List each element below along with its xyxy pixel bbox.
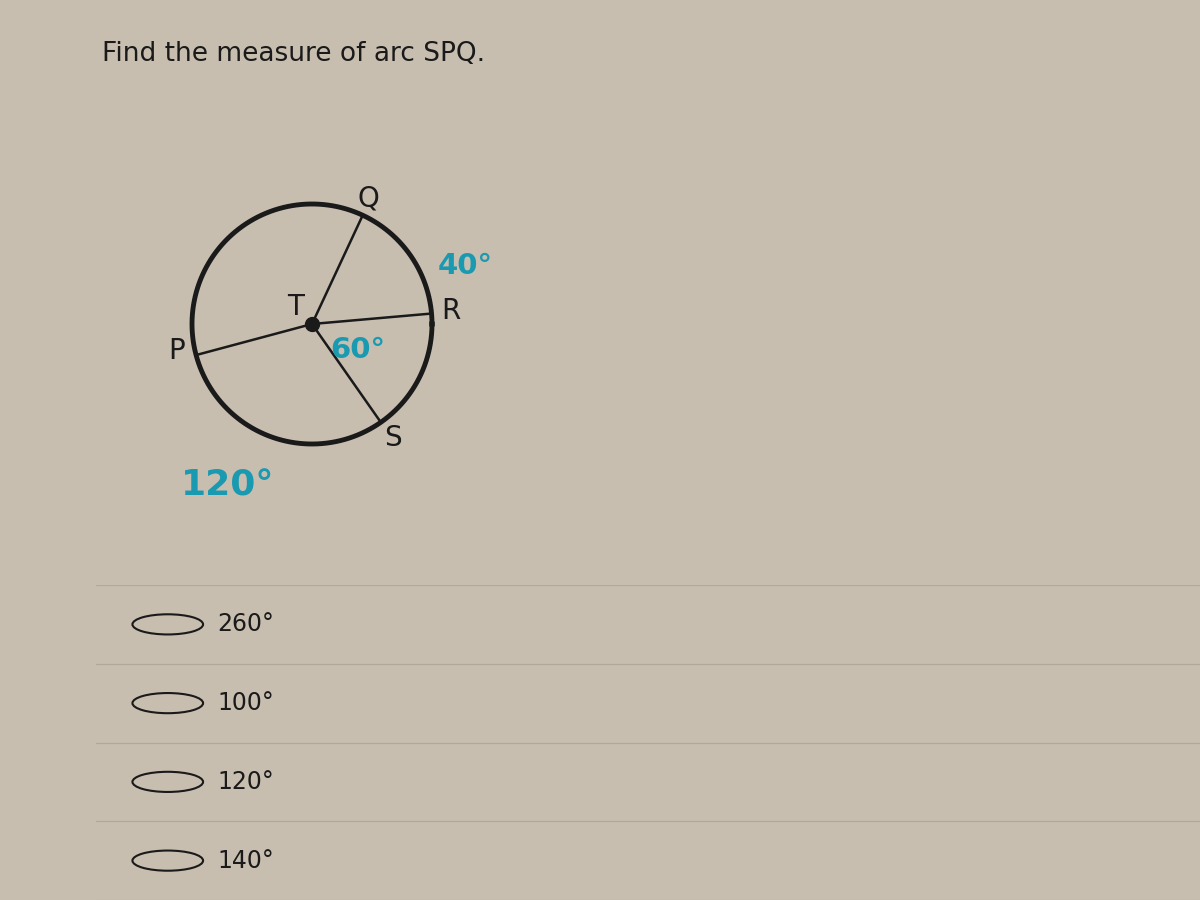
Text: 120°: 120°	[217, 770, 274, 794]
Text: P: P	[168, 338, 185, 365]
Text: 140°: 140°	[217, 849, 274, 873]
Text: 100°: 100°	[217, 691, 274, 716]
Point	[302, 317, 322, 331]
Text: Q: Q	[358, 184, 379, 212]
Text: Find the measure of arc SPQ.: Find the measure of arc SPQ.	[102, 40, 485, 67]
Text: 40°: 40°	[438, 252, 493, 281]
Text: 120°: 120°	[181, 469, 275, 503]
Text: R: R	[442, 297, 461, 325]
Text: 60°: 60°	[330, 337, 385, 365]
Text: T: T	[287, 293, 304, 321]
Text: 260°: 260°	[217, 612, 275, 636]
Text: S: S	[384, 424, 402, 452]
